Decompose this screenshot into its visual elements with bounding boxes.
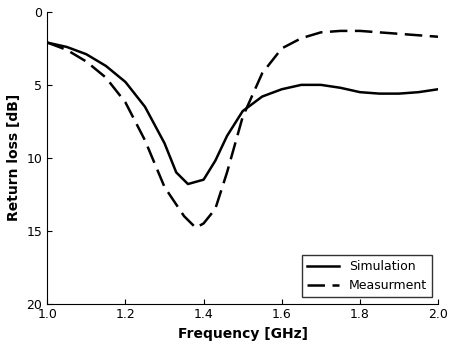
Measurment xyxy=(318,30,324,34)
Simulation xyxy=(377,92,382,96)
Simulation xyxy=(212,159,218,163)
Simulation xyxy=(416,90,421,94)
Measurment xyxy=(279,46,284,50)
Measurment xyxy=(201,221,206,226)
Simulation xyxy=(224,134,230,138)
Simulation xyxy=(259,94,265,98)
Simulation xyxy=(45,40,50,45)
Simulation xyxy=(84,52,89,56)
Line: Measurment: Measurment xyxy=(47,31,438,228)
Measurment xyxy=(224,170,230,174)
Measurment xyxy=(142,138,148,142)
Measurment xyxy=(416,33,421,37)
Measurment xyxy=(435,35,441,39)
Measurment xyxy=(338,29,343,33)
Measurment xyxy=(162,185,167,189)
Simulation xyxy=(338,86,343,90)
Simulation xyxy=(318,83,324,87)
Measurment xyxy=(64,48,70,52)
Simulation xyxy=(103,64,109,68)
Measurment xyxy=(84,60,89,64)
Measurment xyxy=(240,115,245,119)
Measurment xyxy=(298,36,304,40)
Legend: Simulation, Measurment: Simulation, Measurment xyxy=(303,255,432,298)
Measurment xyxy=(212,207,218,211)
Y-axis label: Return loss [dB]: Return loss [dB] xyxy=(7,94,21,221)
Simulation xyxy=(123,80,128,84)
X-axis label: Frequency [GHz]: Frequency [GHz] xyxy=(177,327,308,341)
Simulation xyxy=(279,87,284,91)
Simulation xyxy=(240,109,245,113)
Simulation xyxy=(435,87,441,91)
Measurment xyxy=(193,226,198,230)
Measurment xyxy=(357,29,363,33)
Simulation xyxy=(142,105,148,109)
Simulation xyxy=(64,45,70,49)
Measurment xyxy=(396,32,402,36)
Measurment xyxy=(377,30,382,34)
Measurment xyxy=(181,214,187,218)
Simulation xyxy=(357,90,363,94)
Measurment xyxy=(45,40,50,45)
Line: Simulation: Simulation xyxy=(47,42,438,184)
Simulation xyxy=(298,83,304,87)
Measurment xyxy=(123,100,128,104)
Simulation xyxy=(185,182,191,186)
Simulation xyxy=(162,141,167,145)
Simulation xyxy=(396,92,402,96)
Measurment xyxy=(259,71,265,75)
Simulation xyxy=(201,177,206,182)
Measurment xyxy=(103,76,109,80)
Simulation xyxy=(173,170,179,174)
